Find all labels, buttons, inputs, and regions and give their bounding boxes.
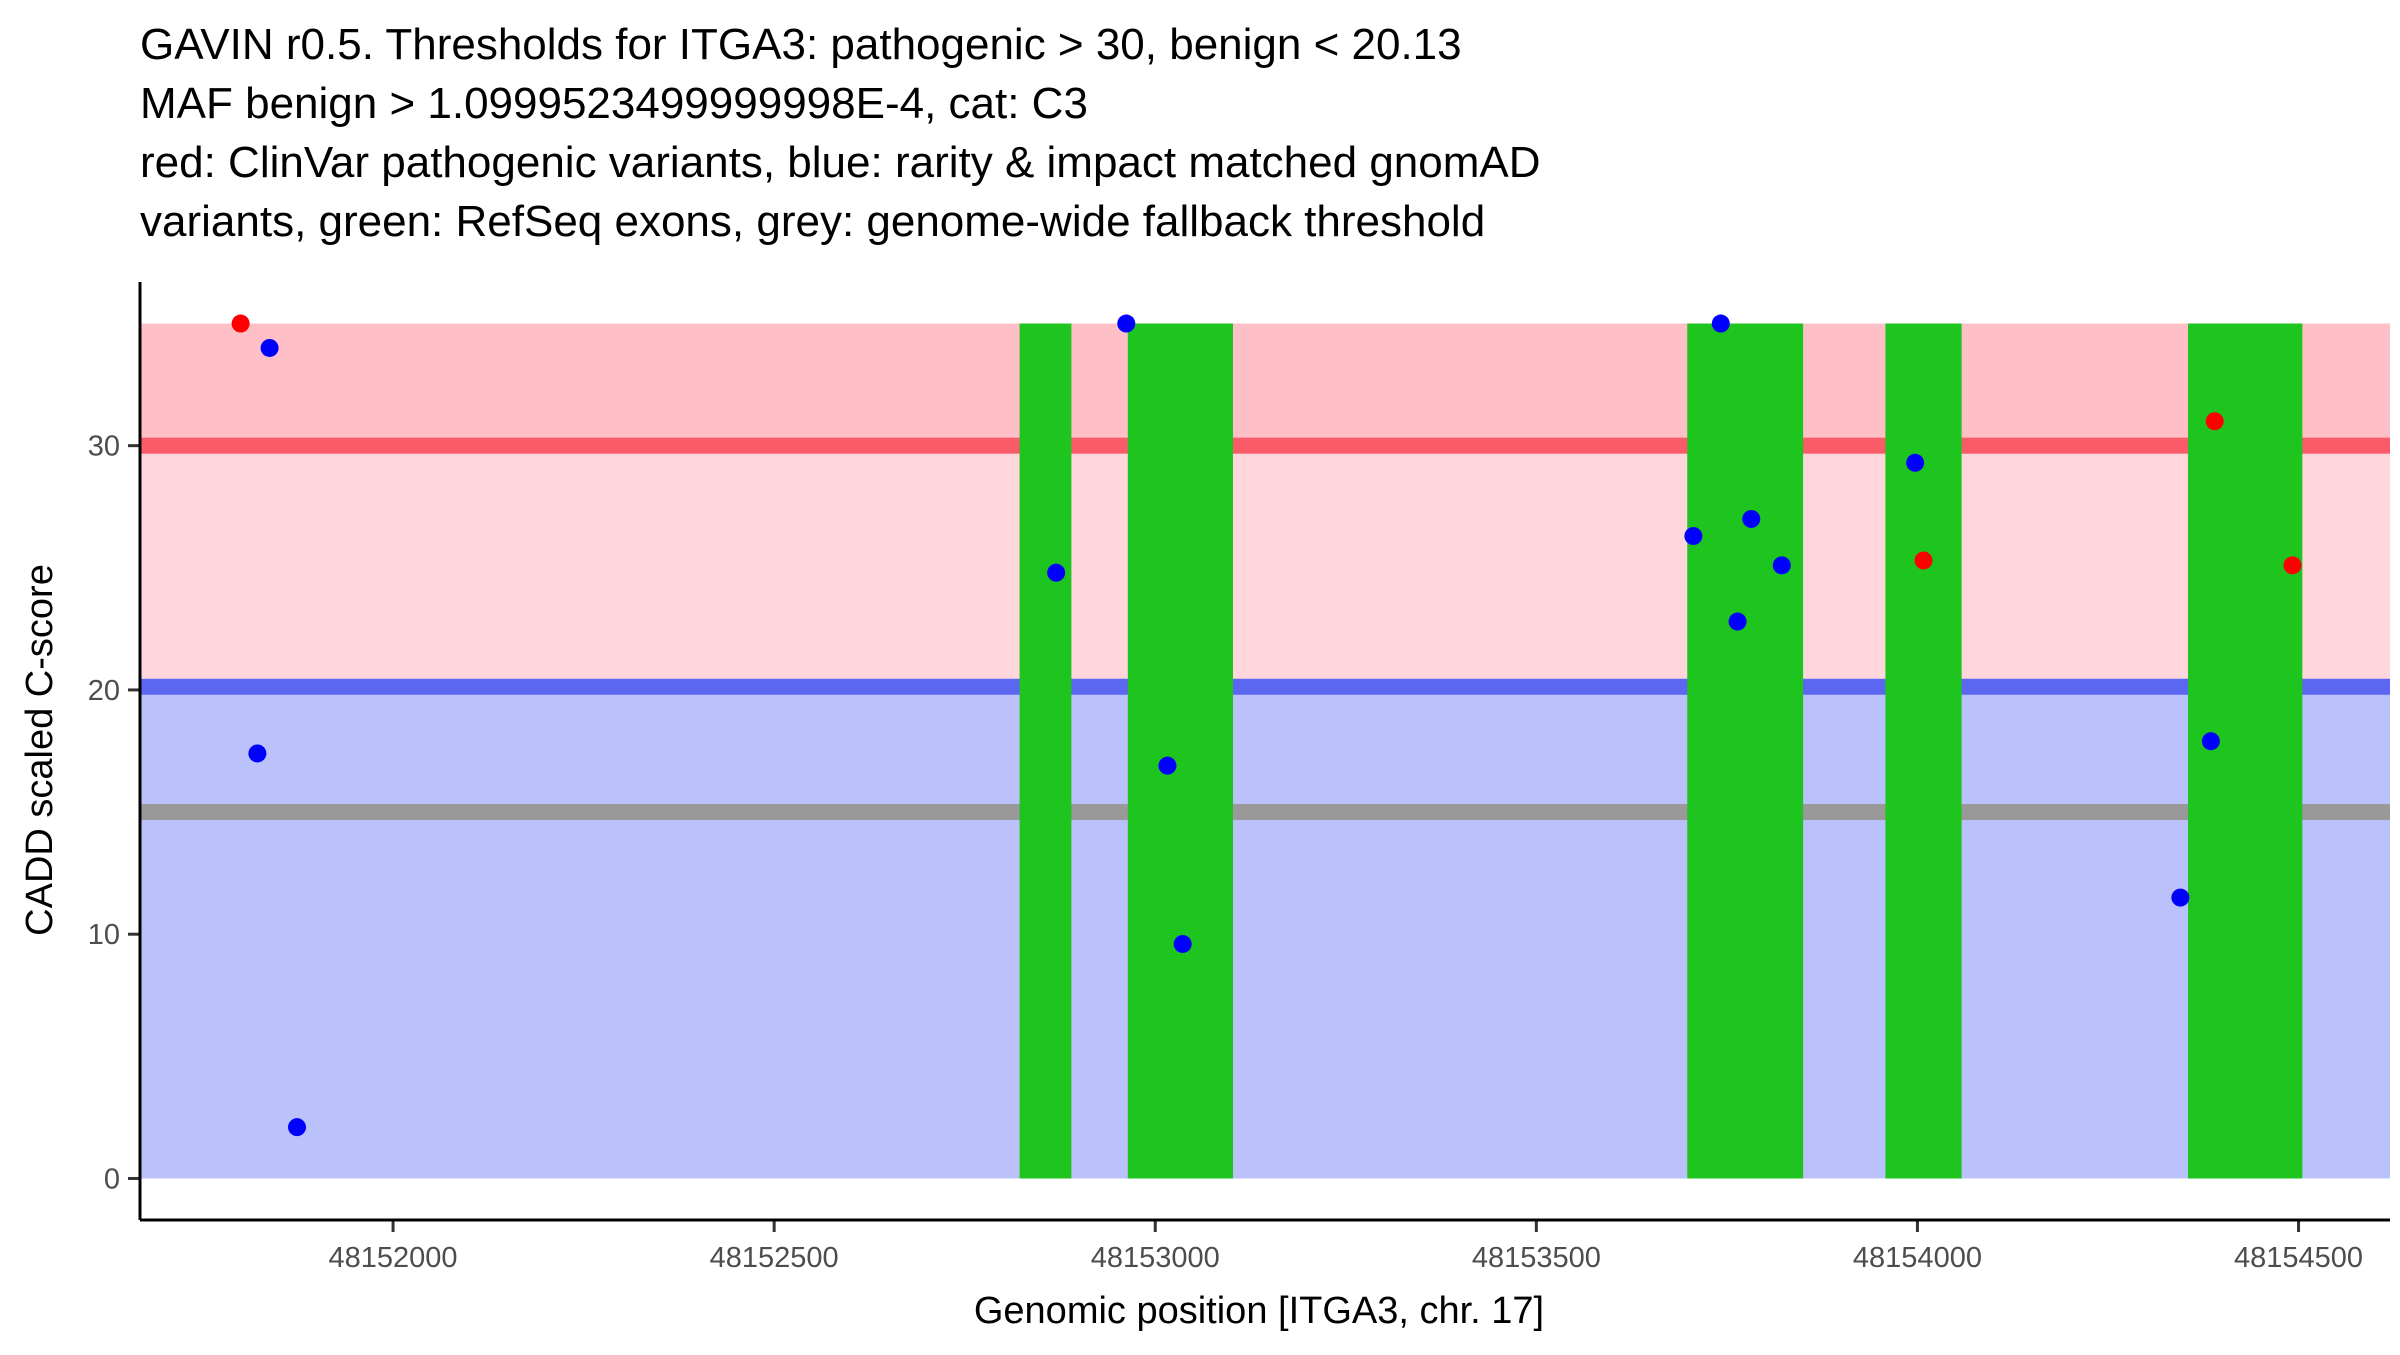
exon-region (2188, 323, 2303, 1179)
variant-point (248, 744, 267, 763)
y-axis-title: CADD scaled C-score (19, 564, 61, 936)
y-tick-label: 30 (88, 431, 120, 463)
variant-point (231, 314, 250, 333)
plot-panel (140, 314, 2390, 1179)
x-axis-ticks: 48152000 48152500 48153000 48153500 48154000… (329, 1220, 2363, 1274)
variant-point (1173, 934, 1192, 953)
variant-point (2283, 556, 2302, 575)
x-tick-label: 48152500 (710, 1242, 839, 1274)
title-line: variants, green: RefSeq exons, grey: gen… (140, 197, 1485, 246)
y-tick-label: 0 (104, 1163, 120, 1195)
title-line: red: ClinVar pathogenic variants, blue: … (140, 138, 1541, 187)
variant-point (260, 338, 279, 357)
x-tick-label: 48152000 (329, 1242, 458, 1274)
variant-point (1158, 756, 1177, 775)
exon-region (1885, 323, 1962, 1179)
y-axis-ticks: 0 10 20 30 (88, 431, 140, 1195)
variant-point (1047, 563, 1066, 582)
x-tick-label: 48154500 (2234, 1242, 2363, 1274)
variant-point (1906, 453, 1925, 472)
x-tick-label: 48153000 (1091, 1242, 1220, 1274)
benign-region (140, 686, 2390, 1179)
exon-region (1127, 323, 1233, 1179)
variant-point (1684, 527, 1703, 546)
variant-point (2201, 732, 2220, 751)
variant-point (1914, 551, 1933, 570)
title-line: MAF benign > 1.0999523499999998E-4, cat:… (140, 79, 1088, 128)
variant-point (1772, 556, 1791, 575)
variant-point (1711, 314, 1730, 333)
variant-point (1728, 612, 1747, 631)
threshold-line (140, 437, 2390, 454)
threshold-line (140, 804, 2390, 821)
exon-region (1019, 323, 1072, 1179)
variant-point (1117, 314, 1136, 333)
variant-point (1742, 509, 1761, 528)
variant-point (2171, 888, 2190, 907)
variant-point (288, 1118, 307, 1137)
chart-title: GAVIN r0.5. Thresholds for ITGA3: pathog… (140, 20, 1541, 246)
x-axis-title: Genomic position [ITGA3, chr. 17] (974, 1290, 1544, 1332)
variant-point (2205, 412, 2224, 431)
y-tick-label: 10 (88, 919, 120, 951)
pathogenic-upper-region (140, 323, 2390, 446)
x-tick-label: 48154000 (1853, 1242, 1982, 1274)
exon-region (1687, 323, 1804, 1179)
threshold-line (140, 678, 2390, 695)
y-tick-label: 20 (88, 675, 120, 707)
title-line: GAVIN r0.5. Thresholds for ITGA3: pathog… (140, 20, 1462, 69)
x-tick-label: 48153500 (1472, 1242, 1601, 1274)
